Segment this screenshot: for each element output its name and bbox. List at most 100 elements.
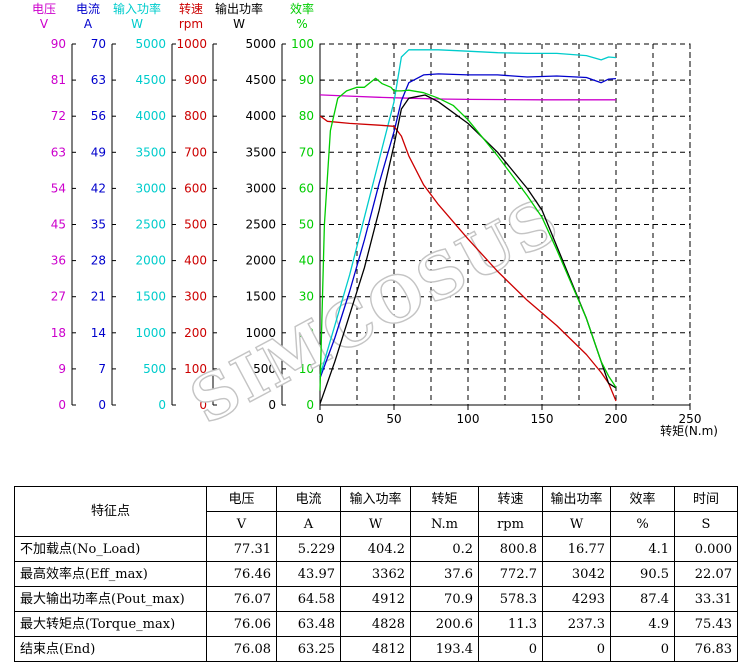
y-tick-label: 100: [291, 37, 314, 51]
y-tick-label: 5000: [135, 37, 166, 51]
table-cell: 0: [610, 636, 675, 662]
table-header-cell: 电压: [206, 486, 277, 512]
feature-point-name: 不加载点(No_Load): [14, 536, 207, 562]
y-axis-unit: W: [131, 17, 143, 31]
table-unit-cell: A: [276, 511, 341, 537]
x-tick-label: 100: [457, 412, 480, 426]
y-tick-label: 100: [184, 362, 207, 376]
y-tick-label: 1500: [245, 290, 276, 304]
y-tick-label: 500: [143, 362, 166, 376]
y-tick-label: 1000: [245, 326, 276, 340]
y-axes: 0 9 18 27 36 45 54 63 72 81 90 电压V 0 7 14 21 28 35 42 49 56 6…: [32, 1, 324, 412]
table-cell: 578.3: [478, 586, 543, 612]
table-cell: 76.46: [206, 561, 277, 587]
y-axis-name: 输入功率: [113, 1, 161, 16]
y-tick-label: 63: [51, 145, 66, 159]
table-cell: 800.8: [478, 536, 543, 562]
feature-point-name: 最高效率点(Eff_max): [14, 561, 207, 587]
y-tick-label: 21: [91, 290, 106, 304]
table-cell: 11.3: [478, 611, 543, 637]
y-tick-label: 1000: [135, 326, 166, 340]
table-cell: 4912: [340, 586, 411, 612]
feature-point-name: 结束点(End): [14, 636, 207, 662]
x-tick-label: 250: [679, 412, 702, 426]
table-cell: 4.9: [610, 611, 675, 637]
y-tick-label: 45: [51, 218, 66, 232]
y-tick-label: 1500: [135, 290, 166, 304]
y-tick-label: 54: [51, 181, 66, 195]
y-tick-label: 0: [306, 398, 314, 412]
table-cell: 3362: [340, 561, 411, 587]
table-unit-cell: %: [610, 511, 675, 537]
y-tick-label: 0: [98, 398, 106, 412]
table-cell: 5.229: [276, 536, 341, 562]
y-tick-label: 10: [299, 362, 314, 376]
x-tick-label: 50: [386, 412, 401, 426]
y-tick-label: 70: [91, 37, 106, 51]
y-tick-label: 600: [184, 181, 207, 195]
table-cell: 70.9: [410, 586, 479, 612]
y-tick-label: 500: [184, 218, 207, 232]
y-tick-label: 900: [184, 73, 207, 87]
table-header-cell: 转矩: [410, 486, 479, 512]
y-tick-label: 18: [51, 326, 66, 340]
y-tick-label: 0: [199, 398, 207, 412]
y-tick-label: 50: [299, 218, 314, 232]
table-unit-cell: V: [206, 511, 277, 537]
table-cell: 76.08: [206, 636, 277, 662]
table-cell: 90.5: [610, 561, 675, 587]
y-tick-label: 0: [158, 398, 166, 412]
motor-performance-chart: 0 9 18 27 36 45 54 63 72 81 90 电压V 0 7 14 21 28 35 42 49 56 6…: [32, 1, 718, 439]
y-tick-label: 27: [51, 290, 66, 304]
table-unit-cell: W: [340, 511, 411, 537]
y-tick-label: 0: [58, 398, 66, 412]
y-tick-label: 5000: [245, 37, 276, 51]
y-axis-name: 电压: [32, 2, 56, 16]
y-axis-unit: rpm: [179, 17, 203, 31]
table-cell: 16.77: [542, 536, 611, 562]
feature-point-name: 最大转矩点(Torque_max): [14, 611, 207, 637]
table-row: 结束点(End) 76.08 63.25 4812 193.4 0 0 0 76.83: [14, 636, 738, 662]
feature-point-name: 最大输出功率点(Pout_max): [14, 586, 207, 612]
table-cell: 0: [542, 636, 611, 662]
y-axis-name: 电流: [76, 2, 100, 16]
y-tick-label: 0: [268, 398, 276, 412]
y-tick-label: 2000: [245, 254, 276, 268]
series-lines: [319, 49, 617, 405]
y-tick-label: 80: [299, 109, 314, 123]
table-cell: 76.06: [206, 611, 277, 637]
y-tick-label: 3000: [135, 181, 166, 195]
table-cell: 4812: [340, 636, 411, 662]
y-tick-label: 3500: [245, 145, 276, 159]
series-line-0: [319, 94, 616, 101]
y-tick-label: 800: [184, 109, 207, 123]
y-tick-label: 4000: [135, 109, 166, 123]
y-tick-label: 20: [299, 326, 314, 340]
table-header-cell: 电流: [276, 486, 341, 512]
series-line-1: [319, 73, 617, 379]
table-row: 最大输出功率点(Pout_max) 76.07 64.58 4912 70.9 578.3…: [14, 586, 738, 612]
table-cell: 76.07: [206, 586, 277, 612]
x-tick-label: 150: [531, 412, 554, 426]
series-line-2: [319, 49, 617, 376]
table-unit-cell: S: [674, 511, 738, 537]
y-tick-label: 70: [299, 145, 314, 159]
y-tick-label: 35: [91, 218, 106, 232]
y-tick-label: 60: [299, 181, 314, 195]
table-unit-cell: W: [542, 511, 611, 537]
y-tick-label: 56: [91, 109, 106, 123]
table-cell: 4293: [542, 586, 611, 612]
table-cell: 3042: [542, 561, 611, 587]
table-cell: 404.2: [340, 536, 411, 562]
table-cell: 43.97: [276, 561, 341, 587]
y-tick-label: 36: [51, 254, 66, 268]
table-header-row: 特征点 电压 电流 输入功率 转矩 转速 输出功率 效率 时间: [14, 486, 738, 537]
plot-area: [319, 43, 691, 406]
table-cell: 37.6: [410, 561, 479, 587]
y-tick-label: 28: [91, 254, 106, 268]
y-tick-label: 2500: [245, 218, 276, 232]
y-tick-label: 40: [299, 254, 314, 268]
table-cell: 772.7: [478, 561, 543, 587]
table-cell: 87.4: [610, 586, 675, 612]
